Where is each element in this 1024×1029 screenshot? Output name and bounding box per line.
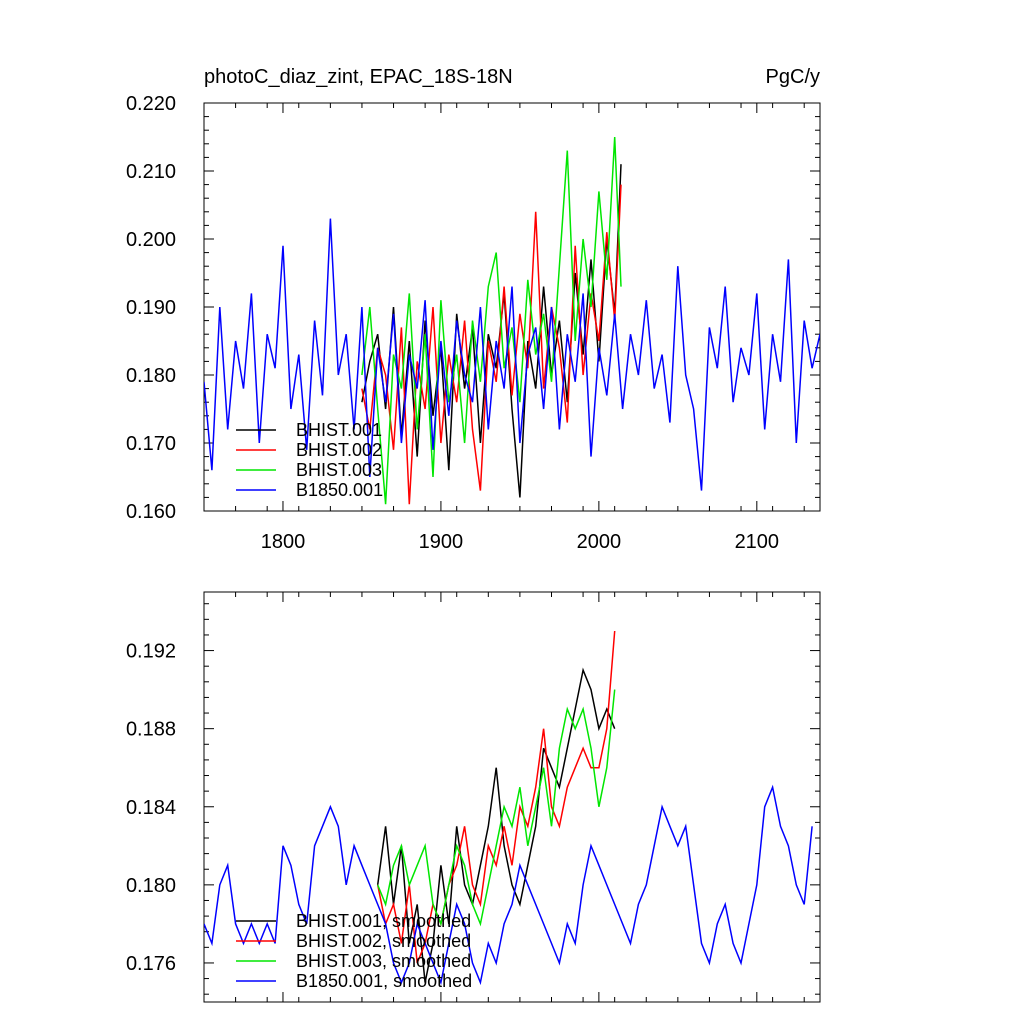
top-y-tick-label: 0.160 — [126, 501, 176, 523]
series-line-bhist-002-smoothed — [376, 630, 616, 964]
legend-label-bhist-001: BHIST.001 — [296, 420, 382, 440]
top-y-tick-label: 0.200 — [126, 229, 176, 251]
top-y-tick-label: 0.190 — [126, 297, 176, 319]
bottom-y-tick-label: 0.192 — [126, 641, 176, 663]
bottom-y-tick-label: 0.188 — [126, 719, 176, 741]
series-line-bhist-001-smoothed — [376, 667, 616, 983]
legend-label-bhist-002: BHIST.002 — [296, 440, 382, 460]
top-y-tick-label: 0.180 — [126, 365, 176, 387]
series-line-bhist-003 — [361, 136, 622, 505]
top-x-tick-label: 2000 — [577, 531, 622, 553]
top-panel: 0.160 0.170 0.180 0.190 0.200 0.210 0.220 1800 1… — [126, 93, 821, 553]
series-line-bhist-003-smoothed — [377, 689, 616, 927]
legend-label-bhist-002-smoothed: BHIST.002, smoothed — [296, 931, 471, 951]
top-y-tick-label: 0.170 — [126, 433, 176, 455]
bottom-panel: 0.176 0.180 0.184 0.188 0.192 BHIST.001, smoo… — [126, 591, 821, 1003]
legend-label-bhist-001-smoothed: BHIST.001, smoothed — [296, 911, 471, 931]
bottom-y-tick-label: 0.176 — [126, 953, 176, 975]
top-x-tick-label: 1900 — [419, 531, 464, 553]
top-x-tick-label: 2100 — [735, 531, 780, 553]
legend-label-b1850-001-smoothed: B1850.001, smoothed — [296, 971, 472, 991]
bottom-y-tick-label: 0.180 — [126, 875, 176, 897]
top-y-tick-label: 0.220 — [126, 93, 176, 115]
top-x-tick-label: 1800 — [261, 531, 306, 553]
chart-title: photoC_diaz_zint, EPAC_18S-18N — [204, 66, 513, 88]
legend-label-bhist-003-smoothed: BHIST.003, smoothed — [296, 951, 471, 971]
legend-label-bhist-003: BHIST.003 — [296, 460, 382, 480]
units-label: PgC/y — [766, 66, 820, 88]
series-line-b1850-001-smoothed — [204, 784, 813, 986]
bottom-plot-frame — [203, 591, 821, 1003]
series-line-bhist-002 — [361, 184, 622, 505]
series-line-b1850-001 — [204, 218, 820, 491]
bottom-y-tick-label: 0.184 — [126, 797, 176, 819]
legend-label-b1850-001: B1850.001 — [296, 480, 383, 500]
top-y-tick-label: 0.210 — [126, 161, 176, 183]
